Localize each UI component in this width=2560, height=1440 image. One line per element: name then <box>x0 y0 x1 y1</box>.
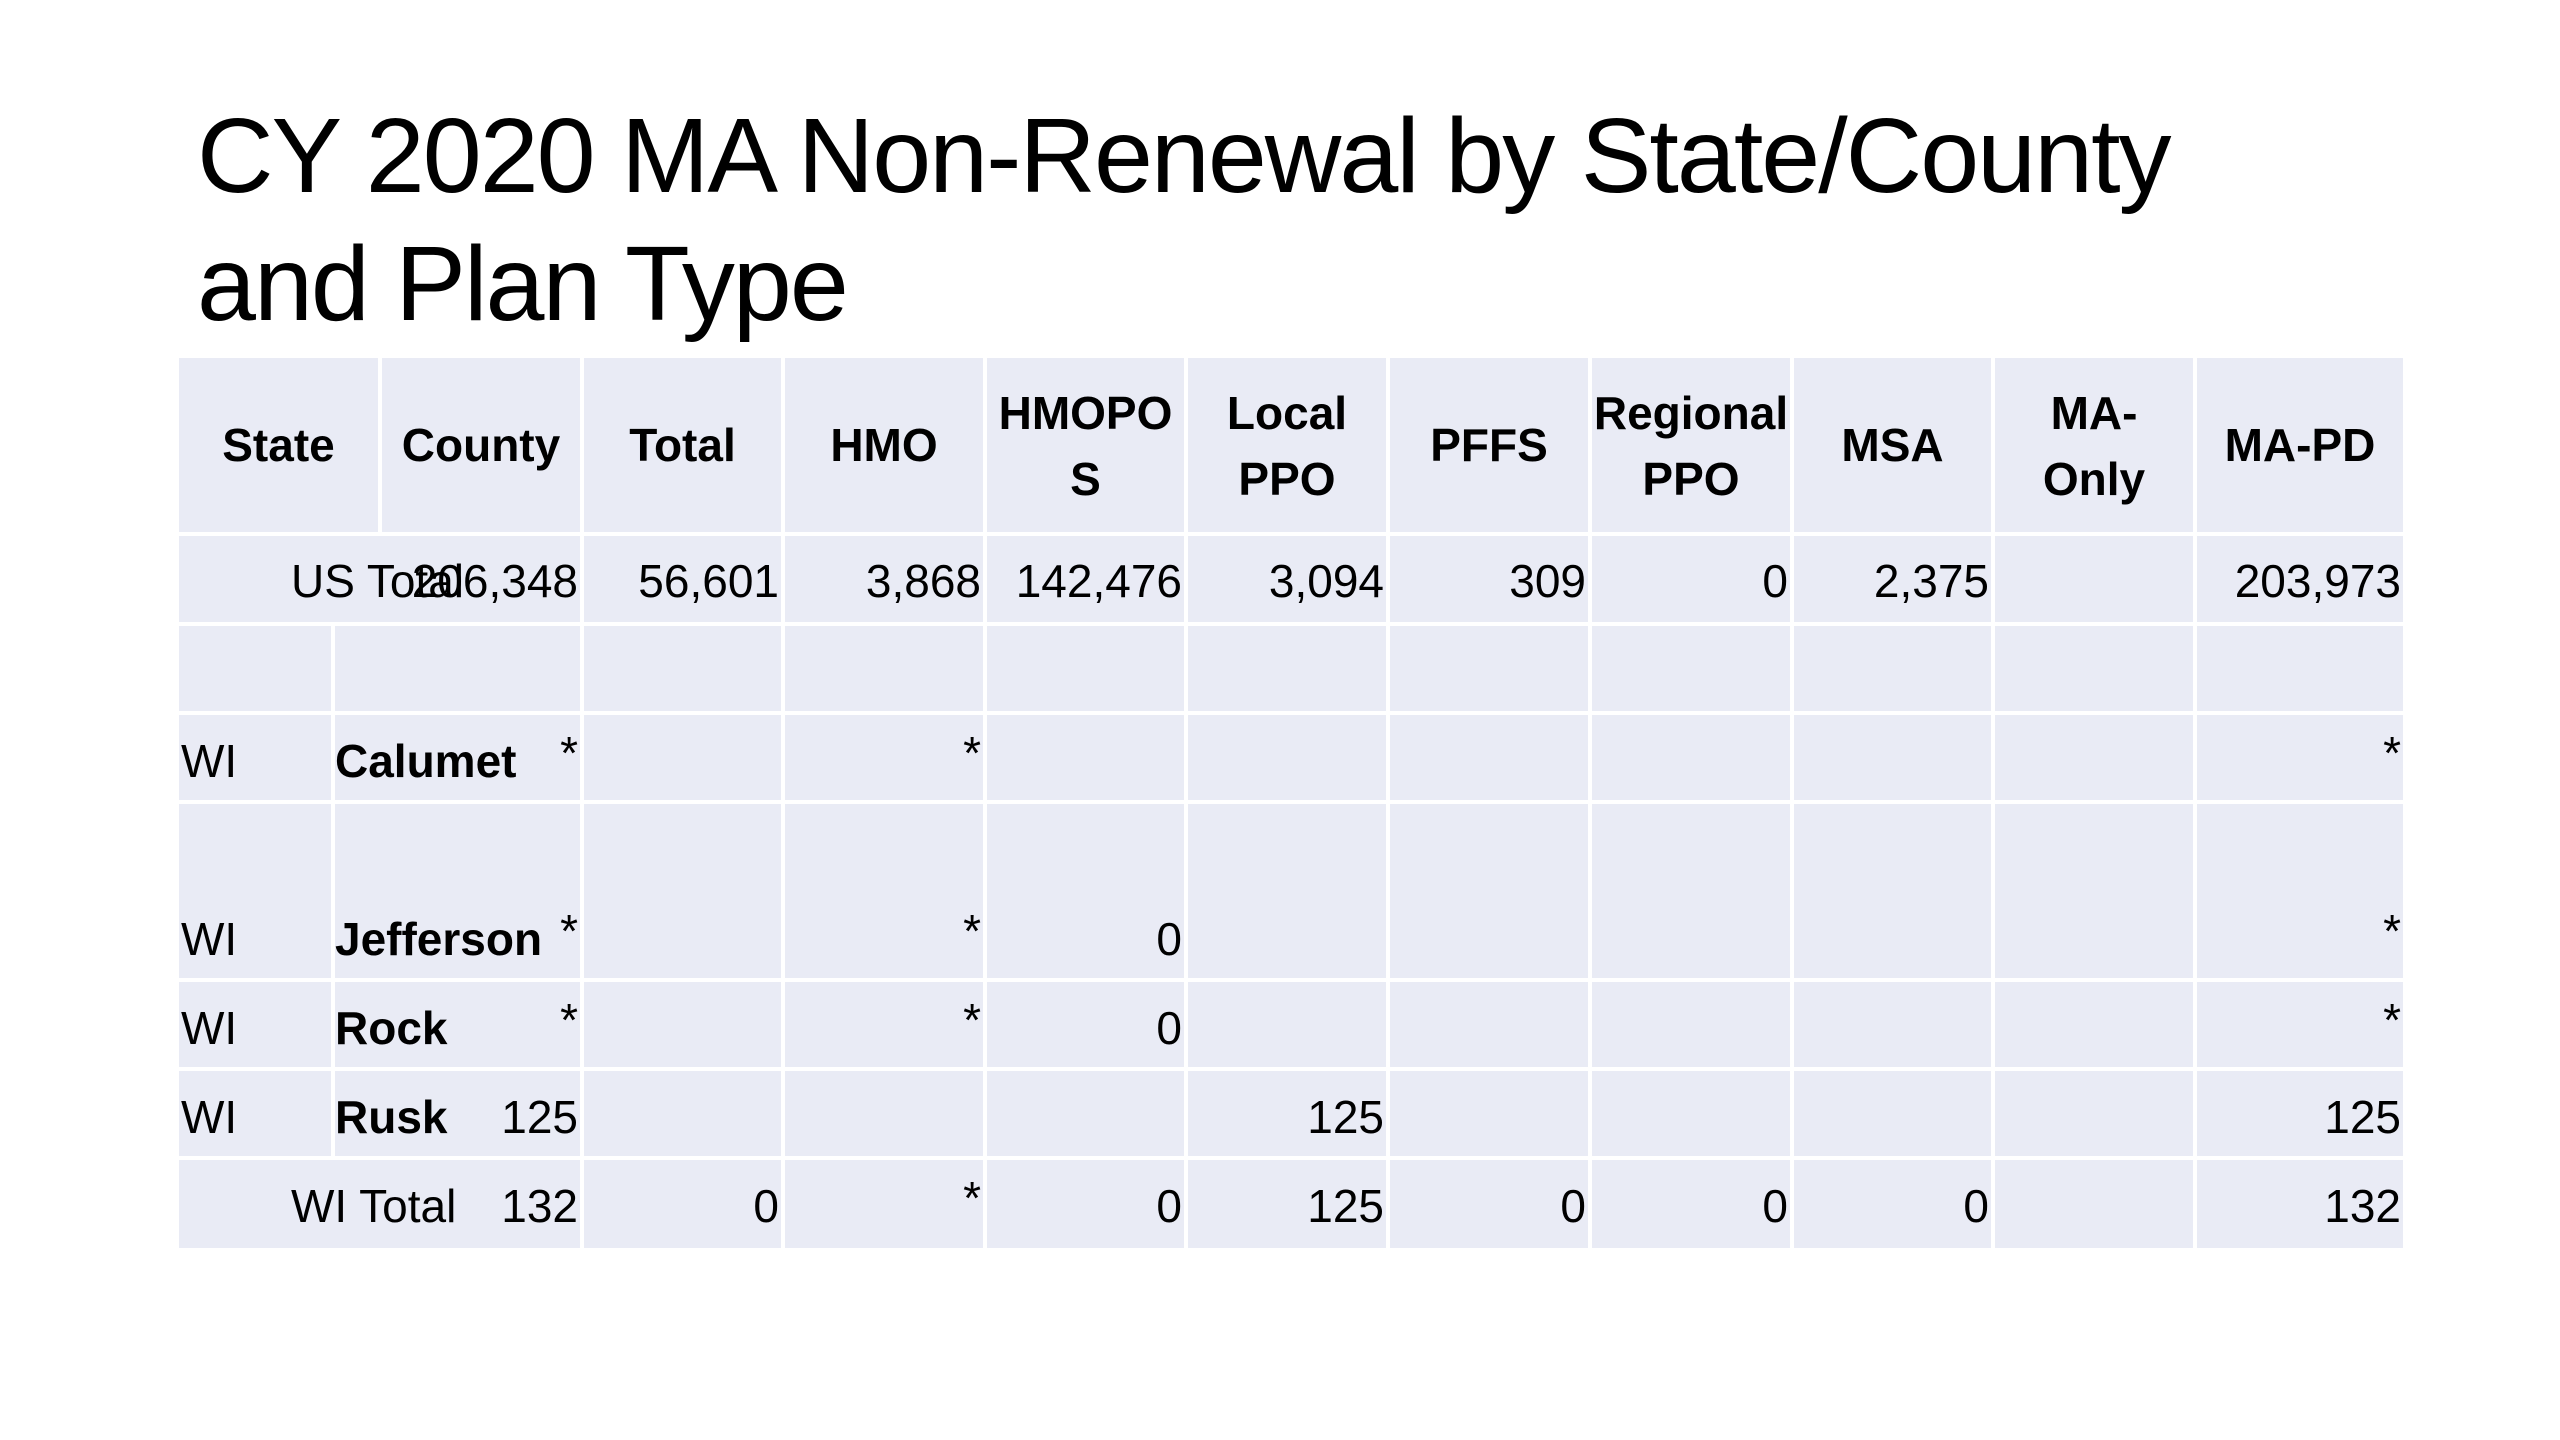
us-total-local-ppo: 142,476 <box>1015 555 1182 607</box>
us-total-pffs: 3,094 <box>1268 555 1384 607</box>
header-total: Total <box>629 419 736 471</box>
header-state: State <box>222 419 335 471</box>
row-county: Calumet <box>335 735 517 787</box>
header-county: County <box>401 419 561 471</box>
row-ma-pd: * <box>2383 727 2401 779</box>
slide-title-line-1: CY 2020 MA Non-Renewal by State/County <box>197 97 2172 215</box>
wi-total-msa: 0 <box>1762 1180 1788 1232</box>
row-ma-pd: 125 <box>2324 1091 2401 1143</box>
grid-divider <box>378 358 382 534</box>
slide-title-line-2: and Plan Type <box>197 225 849 343</box>
us-total-label: US Total <box>291 555 465 607</box>
header-ma-only: MA- Only <box>2042 387 2146 505</box>
wi-total-regional-ppo: 0 <box>1560 1180 1586 1232</box>
row-total: 125 <box>501 1091 578 1143</box>
wi-total-label: WI Total <box>291 1180 457 1232</box>
grid-divider <box>179 1067 2403 1071</box>
header-regional-ppo: Regional PPO <box>1593 387 1789 505</box>
slide-title: CY 2020 MA Non-Renewal by State/County a… <box>197 92 2397 348</box>
row-state: WI <box>181 735 238 787</box>
header-hmo: HMO <box>830 419 938 471</box>
row-hmopos: * <box>963 727 981 779</box>
grid-divider <box>179 978 2403 982</box>
us-total-ma-pd: 203,973 <box>2234 555 2401 607</box>
row-county: Rusk <box>335 1091 448 1143</box>
grid-divider <box>179 622 2403 626</box>
grid-divider <box>179 800 2403 804</box>
wi-total-local-ppo: 0 <box>1156 1180 1182 1232</box>
header-pffs: PFFS <box>1430 419 1548 471</box>
wi-total-pffs: 125 <box>1307 1180 1384 1232</box>
row-state: WI <box>181 1002 238 1054</box>
row-hmopos: * <box>963 994 981 1046</box>
grid-divider <box>179 532 2403 536</box>
us-total-hmopos: 3,868 <box>865 555 981 607</box>
header-hmopos: HMOPO S <box>998 387 1173 505</box>
row-ma-pd: * <box>2383 994 2401 1046</box>
header-ma-pd: MA-PD <box>2224 419 2376 471</box>
row-county: Rock <box>335 1002 448 1054</box>
header-msa: MSA <box>1841 419 1944 471</box>
row-local-ppo: 0 <box>1156 913 1182 965</box>
wi-total-ma-pd: 132 <box>2324 1180 2401 1232</box>
row-total: * <box>560 994 578 1046</box>
row-local-ppo: 0 <box>1156 1002 1182 1054</box>
wi-total-total: 132 <box>501 1180 578 1232</box>
us-total-regional-ppo: 309 <box>1509 555 1586 607</box>
wi-total-hmopos: * <box>963 1172 981 1224</box>
header-local-ppo: Local PPO <box>1226 387 1348 505</box>
us-total-msa: 0 <box>1762 555 1788 607</box>
row-total: * <box>560 905 578 957</box>
row-county: Jefferson <box>335 913 543 965</box>
us-total-hmo: 56,601 <box>638 555 779 607</box>
row-total: * <box>560 727 578 779</box>
grid-divider <box>331 624 335 1158</box>
us-total-total: 206,348 <box>411 555 578 607</box>
grid-divider <box>179 1156 2403 1160</box>
us-total-ma-only: 2,375 <box>1873 555 1989 607</box>
row-hmopos: * <box>963 905 981 957</box>
row-ma-pd: * <box>2383 905 2401 957</box>
wi-total-ma-only: 0 <box>1963 1180 1989 1232</box>
row-pffs: 125 <box>1307 1091 1384 1143</box>
plan-table: State County Total HMO HMOPO S Local PPO P… <box>179 358 2403 1248</box>
wi-total-hmo: 0 <box>753 1180 779 1232</box>
row-state: WI <box>181 913 238 965</box>
grid-divider <box>179 711 2403 715</box>
row-state: WI <box>181 1091 238 1143</box>
